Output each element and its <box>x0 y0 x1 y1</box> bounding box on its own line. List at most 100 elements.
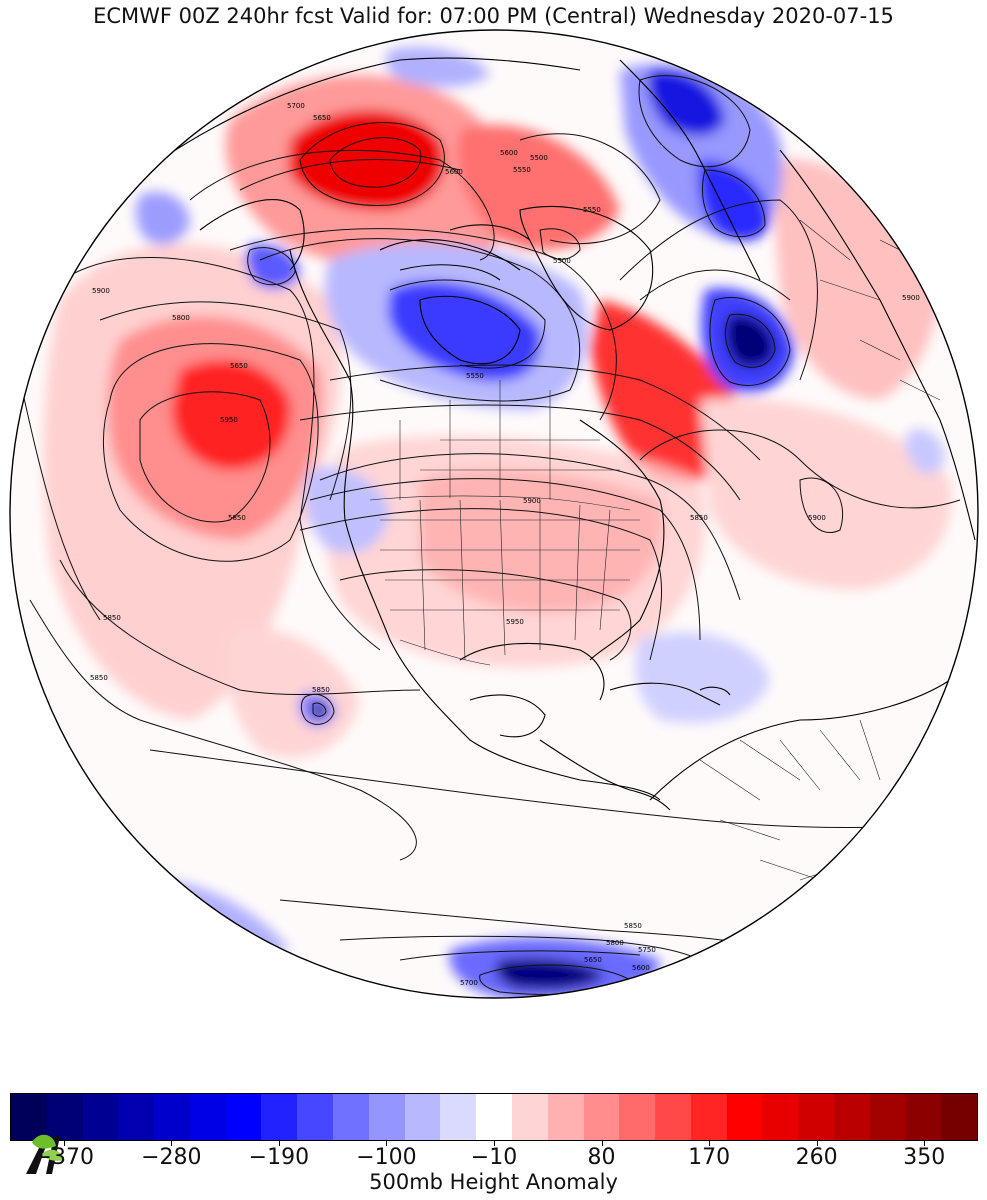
contour-europe-2 <box>639 269 791 301</box>
colorbar-tick-label: −370 <box>33 1145 94 1170</box>
contour-europe-1 <box>619 199 818 381</box>
anomaly-field <box>19 46 978 998</box>
contour-label: 5850 <box>103 614 121 622</box>
contour-scand-ring <box>638 75 751 168</box>
colorbar-tick-mark <box>494 1141 495 1146</box>
contour-5600-canada <box>229 228 617 421</box>
contour-pacific-west <box>19 379 101 621</box>
scandinavia <box>619 59 761 281</box>
anomaly-cool-east-atlantic <box>905 429 945 474</box>
anomaly-warm-south-pacific <box>226 627 360 758</box>
colorbar-tick-label: −100 <box>356 1145 417 1170</box>
colorbar-swatch <box>547 1094 584 1140</box>
colorbar-tick-label: 80 <box>587 1145 616 1170</box>
political-boundaries <box>369 219 941 881</box>
anomaly-cool-east-europe <box>698 160 770 241</box>
us-mexico-border <box>399 639 491 666</box>
contour-flow-5 <box>329 364 761 461</box>
contour-hawaii-ring <box>300 693 335 725</box>
canada-provinces <box>399 380 620 500</box>
colorbar-label: 500mb Height Anomaly <box>369 1170 618 1194</box>
colorbar-tick-mark <box>63 1141 65 1146</box>
contour-label: 5950 <box>506 618 524 626</box>
colorbar-swatch <box>690 1094 727 1140</box>
colorbar-tick-label: 350 <box>903 1145 946 1170</box>
contour-label: 5700 <box>460 979 478 987</box>
leaf-logo-icon <box>26 1134 64 1174</box>
colorbar-swatch <box>583 1094 620 1140</box>
colorbar-swatch <box>476 1094 512 1140</box>
contour-north-atlantic-ring-2 <box>724 313 776 368</box>
contour-label: 5650 <box>230 362 248 370</box>
contour-label: 5600 <box>445 168 463 176</box>
contour-arctic-5550 <box>519 133 661 245</box>
colorbar-tick-label: −10 <box>470 1145 518 1170</box>
contour-flow-3 <box>299 508 663 661</box>
contour-5900-pacific <box>39 257 381 651</box>
colorbar-swatch <box>297 1094 334 1140</box>
contour-label: 5900 <box>92 287 110 295</box>
contour-label: 5850 <box>312 686 330 694</box>
siberia-coast <box>159 57 581 161</box>
colorbar-tick-mark <box>171 1141 173 1146</box>
contour-atlantic-5850 <box>639 429 961 509</box>
colorbar-tick-mark <box>816 1141 818 1146</box>
colorbar-swatch <box>118 1094 155 1140</box>
contour-atlantic-5900 <box>799 477 844 533</box>
europe-coast <box>779 149 976 541</box>
contour-ring-alaska-1 <box>299 122 445 206</box>
colorbar-swatch <box>941 1094 978 1140</box>
contour-5800-coast <box>99 301 352 501</box>
contour-label: 5600 <box>632 964 650 972</box>
contour-label: 5550 <box>583 206 601 214</box>
contour-north-atlantic-ring-1 <box>709 296 791 386</box>
contour-label: 5900 <box>808 514 826 522</box>
us-states-2 <box>419 499 611 661</box>
colorbar-swatch <box>798 1094 834 1140</box>
contour-5950-us <box>339 569 632 661</box>
contour-ring-alaska-2 <box>329 137 422 188</box>
contour-label: 5650 <box>313 114 331 122</box>
greenland <box>519 205 654 331</box>
south-america-borders <box>699 719 881 881</box>
arctic-islands <box>379 224 531 281</box>
contour-5650-alaska <box>239 159 461 191</box>
contour-label: 5900 <box>902 294 920 302</box>
colorbar-swatch <box>762 1094 799 1140</box>
colorbar-swatch <box>619 1094 656 1140</box>
colorbar-tick-label: −280 <box>141 1145 202 1170</box>
map-title: ECMWF 00Z 240hr fcst Valid for: 07:00 PM… <box>93 4 894 28</box>
north-america-coast <box>289 249 661 801</box>
colorbar-tick-mark <box>601 1141 603 1146</box>
hispaniola <box>699 686 731 696</box>
contour-label: 5800 <box>606 939 624 947</box>
anomaly-cool-north-atlantic-core <box>725 314 775 368</box>
contour-label: 5850 <box>228 514 246 522</box>
colorbar-tick-label: −190 <box>248 1145 310 1170</box>
contour-5550-canada <box>259 238 581 402</box>
colorbar-swatch <box>82 1094 119 1140</box>
contour-label: 5850 <box>90 674 108 682</box>
contour-label: 5650 <box>584 956 602 964</box>
contour-label: 5850 <box>624 922 642 930</box>
cuba <box>609 682 721 706</box>
colorbar-swatch <box>404 1094 441 1140</box>
colorbar-swatch <box>655 1094 691 1140</box>
contour-flow-1 <box>319 453 741 601</box>
globe-outline <box>9 29 979 999</box>
east-coast <box>579 419 665 661</box>
colorbar-swatch <box>261 1094 298 1140</box>
alaska-coast <box>199 199 305 271</box>
contour-5700-alaska <box>189 149 495 261</box>
colorbar-swatch <box>225 1094 262 1140</box>
contour-flow-2 <box>309 478 701 641</box>
anomaly-cool-caribbean <box>635 632 770 724</box>
contour-label: 5800 <box>172 314 190 322</box>
contour-5500-canada <box>389 279 546 369</box>
colorbar-swatch <box>46 1094 83 1140</box>
hudson-bay <box>419 295 521 365</box>
contour-south-5 <box>399 950 641 961</box>
us-states-1 <box>380 519 640 611</box>
contour-arctic-5500 <box>539 228 581 260</box>
anomaly-cool-nw-pacific <box>135 191 190 245</box>
